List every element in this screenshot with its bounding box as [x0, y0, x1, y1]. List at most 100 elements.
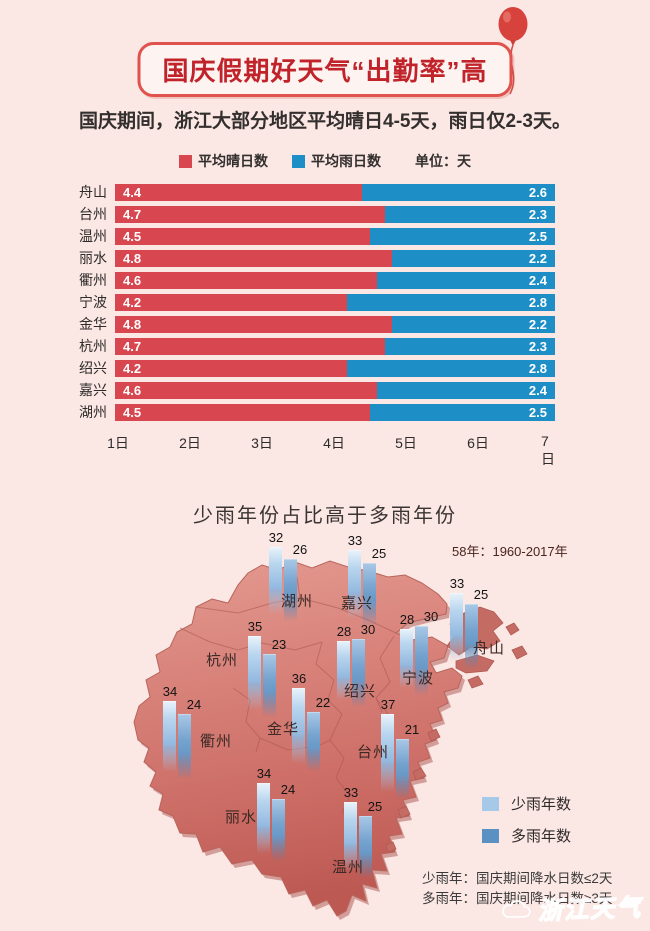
high-rain-column	[465, 599, 483, 670]
x-axis-tick-label: 6日	[467, 435, 489, 451]
sunny-days-segment: 4.7	[115, 205, 385, 223]
map-legend-low-label: 少雨年数	[511, 796, 572, 813]
column-value-low: 34	[162, 684, 178, 699]
cloud-icon	[502, 899, 531, 918]
chart-row-city-label: 衢州	[79, 272, 107, 288]
sunny-days-segment: 4.6	[115, 381, 377, 399]
high-rain-column	[359, 811, 377, 879]
x-axis-tick-label: 2日	[179, 435, 201, 451]
legend-rainy: 平均雨日数	[292, 151, 381, 171]
unit-label: 单位：天	[415, 153, 471, 169]
map-legend-low: 少雨年数	[482, 793, 571, 814]
legend-sunny-label: 平均晴日数	[198, 153, 268, 169]
column-value-high: 23	[271, 637, 287, 652]
chart-row: 金华 4.8 2.2	[0, 313, 650, 335]
chart-row: 温州 4.5 2.5	[0, 225, 650, 247]
high-rain-column	[178, 709, 196, 780]
map-city-label: 温州	[331, 859, 365, 876]
stacked-bar: 4.2 2.8	[115, 359, 555, 377]
chart-row: 绍兴 4.2 2.8	[0, 357, 650, 379]
high-rain-column	[396, 734, 414, 799]
chart-row: 丽水 4.8 2.2	[0, 247, 650, 269]
chart-row-city-label: 嘉兴	[79, 382, 107, 398]
column-value-high: 21	[404, 722, 420, 737]
rainy-days-segment: 2.3	[384, 205, 555, 223]
column-value-high: 22	[315, 695, 331, 710]
rainy-days-segment: 2.4	[377, 381, 555, 399]
rainy-days-segment: 2.5	[369, 403, 555, 421]
rainy-days-segment: 2.8	[347, 293, 555, 311]
high-rain-swatch-icon	[482, 828, 499, 843]
column-value-low: 28	[399, 612, 415, 627]
high-rain-column	[352, 634, 370, 707]
x-axis-tick-label: 1日	[107, 435, 129, 451]
column-value-high: 24	[280, 782, 296, 797]
low-rain-column	[450, 588, 468, 663]
chart-legend: 平均晴日数 平均雨日数 单位：天	[0, 151, 650, 171]
map-city-label: 金华	[266, 721, 300, 738]
chart-row-city-label: 湖州	[79, 404, 107, 420]
low-rain-swatch-icon	[482, 796, 499, 811]
high-rain-column	[284, 554, 302, 622]
column-value-high: 25	[473, 587, 489, 602]
map-city-label: 台州	[356, 744, 390, 761]
map-city-label: 杭州	[205, 652, 239, 669]
column-value-low: 33	[347, 533, 363, 548]
column-value-high: 25	[371, 546, 387, 561]
sunny-days-segment: 4.8	[115, 315, 392, 333]
column-value-low: 35	[247, 619, 263, 634]
map-city-label: 湖州	[280, 593, 314, 610]
rainy-days-segment: 2.2	[392, 249, 555, 267]
stacked-bar: 4.7 2.3	[115, 205, 555, 223]
chart-row: 湖州 4.5 2.5	[0, 401, 650, 423]
low-rain-column	[248, 631, 266, 710]
low-rain-column	[344, 797, 362, 872]
column-value-low: 36	[291, 671, 307, 686]
map-section-title: 少雨年份占比高于多雨年份	[193, 505, 457, 527]
sunny-days-segment: 4.5	[115, 227, 370, 245]
stacked-bar: 4.7 2.3	[115, 337, 555, 355]
x-axis-tick-label: 7日	[541, 433, 555, 467]
map-city-label: 嘉兴	[340, 595, 374, 612]
column-value-low: 33	[343, 785, 359, 800]
low-rain-column	[337, 636, 355, 700]
watermark: 浙江天气	[499, 888, 643, 928]
chart-row: 杭州 4.7 2.3	[0, 335, 650, 357]
sunny-days-segment: 4.2	[115, 293, 347, 311]
column-value-low: 34	[256, 766, 272, 781]
page-title: 国庆假期好天气“出勤率”高	[162, 56, 488, 86]
subtitle-text: 国庆期间，浙江大部分地区平均晴日4-5天，雨日仅2-3天。	[79, 111, 571, 132]
title-banner: 国庆假期好天气“出勤率”高	[137, 42, 513, 97]
low-rain-column	[400, 624, 418, 688]
stacked-bar: 4.5 2.5	[115, 227, 555, 245]
stacked-bar: 4.8 2.2	[115, 315, 555, 333]
high-rain-column	[263, 649, 281, 717]
low-rain-column	[348, 545, 366, 620]
map-city-label: 衢州	[199, 733, 233, 750]
stacked-bar: 4.5 2.5	[115, 403, 555, 421]
column-value-low: 33	[449, 576, 465, 591]
rainy-days-segment: 2.5	[369, 227, 555, 245]
rainy-days-segment: 2.2	[392, 315, 555, 333]
column-value-high: 30	[423, 609, 439, 624]
x-axis-tick-label: 4日	[323, 435, 345, 451]
chart-row-city-label: 温州	[79, 228, 107, 244]
chart-row: 宁波 4.2 2.8	[0, 291, 650, 313]
note-low-rain: 少雨年：国庆期间降水日数≤2天	[422, 871, 613, 886]
high-rain-column	[363, 558, 381, 627]
rainy-days-segment: 2.4	[377, 271, 555, 289]
column-value-low: 28	[336, 624, 352, 639]
chart-row-city-label: 舟山	[79, 184, 107, 200]
low-rain-column	[292, 683, 310, 764]
column-value-high: 25	[367, 799, 383, 814]
rainy-swatch-icon	[292, 154, 305, 168]
column-value-high: 24	[186, 697, 202, 712]
high-rain-column	[415, 621, 433, 695]
chart-row: 嘉兴 4.6 2.4	[0, 379, 650, 401]
sunny-days-segment: 4.7	[115, 337, 385, 355]
column-value-high: 30	[360, 622, 376, 637]
low-rain-column	[163, 696, 181, 773]
high-rain-column	[307, 707, 325, 771]
chart-row: 舟山 4.4 2.6	[0, 181, 650, 203]
